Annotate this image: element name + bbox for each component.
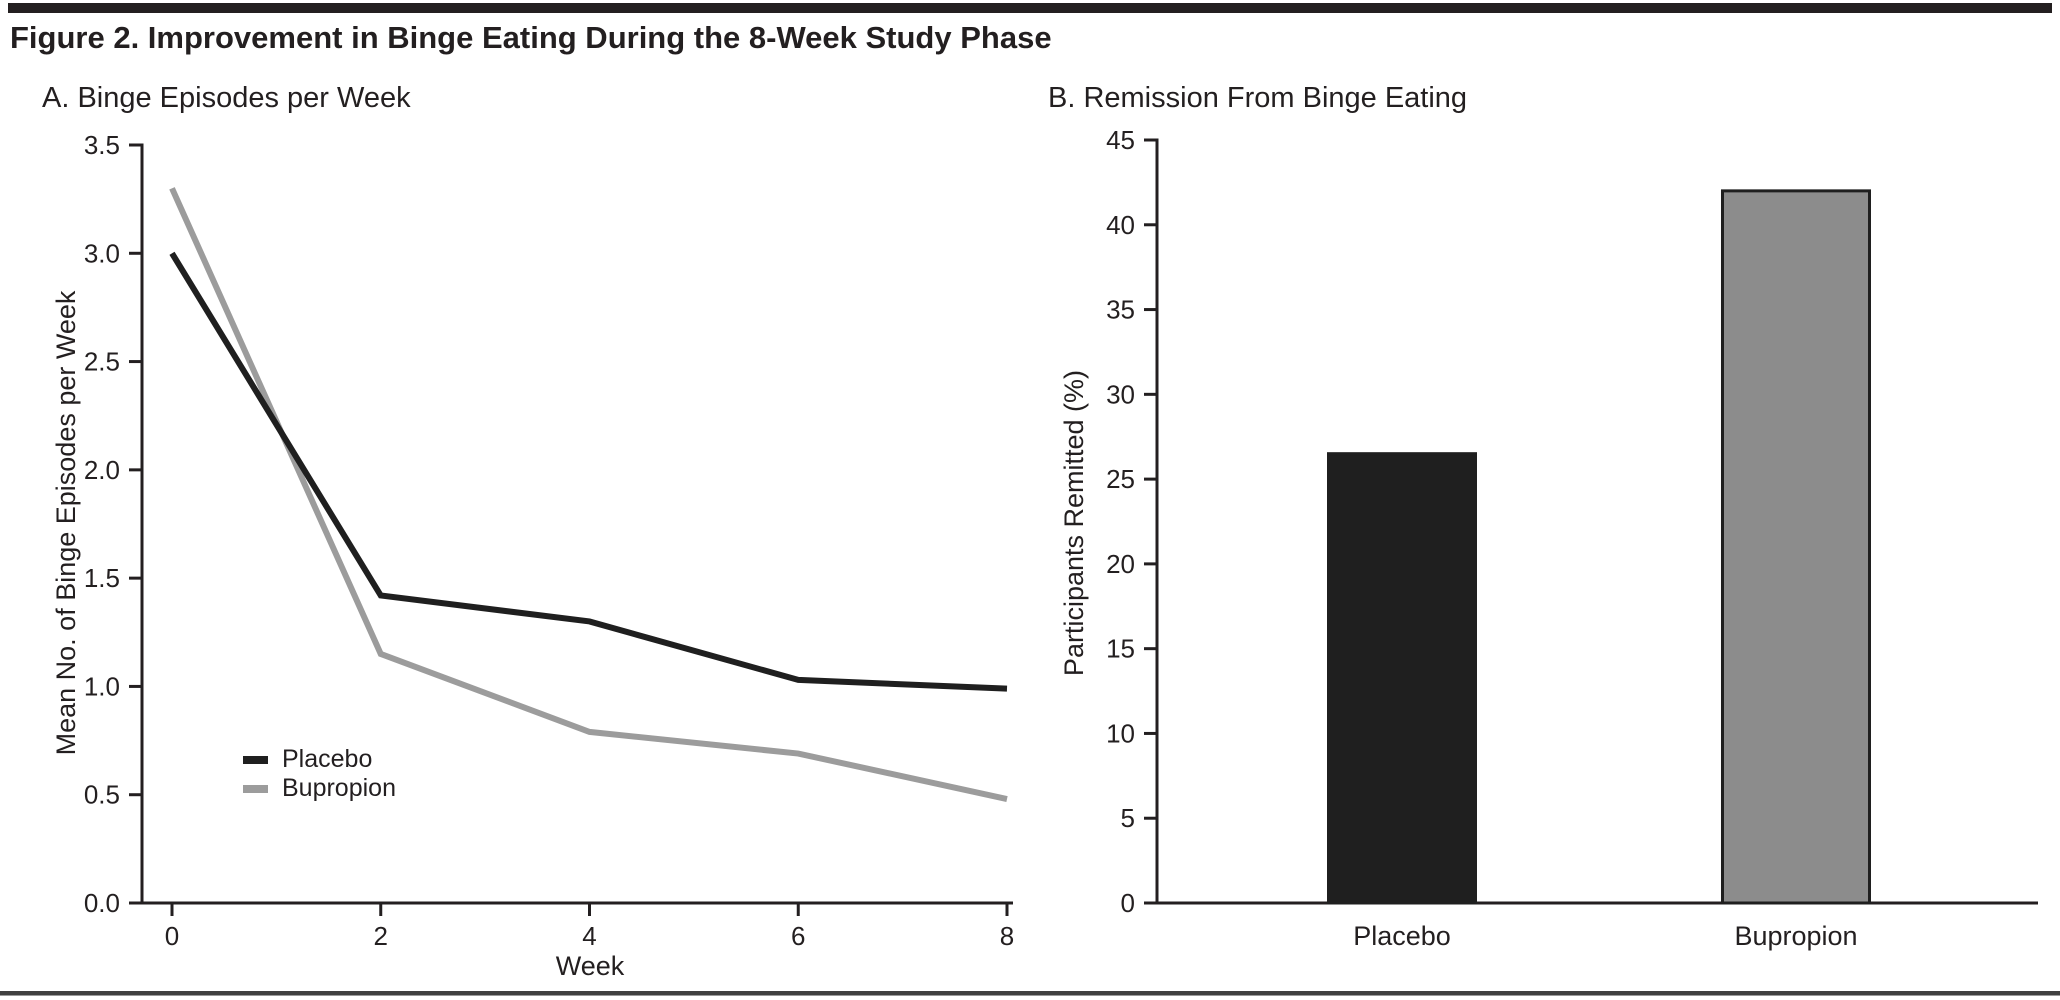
panel-b-y-tick-label: 20 bbox=[1106, 549, 1135, 579]
panel-a-title: A. Binge Episodes per Week bbox=[42, 82, 411, 114]
panel-a-x-tick-label: 2 bbox=[374, 921, 388, 951]
panel-b-category-label-placebo: Placebo bbox=[1353, 921, 1451, 951]
bupropion-line bbox=[169, 187, 1008, 802]
panel-b-y-tick-label: 45 bbox=[1106, 125, 1135, 155]
figure-title: Figure 2. Improvement in Binge Eating Du… bbox=[10, 20, 1052, 55]
bar-placebo bbox=[1327, 452, 1477, 905]
panel-b-y-tick-label: 25 bbox=[1106, 464, 1135, 494]
panel-b-y-tick-label: 30 bbox=[1106, 379, 1135, 409]
panel-a-lines bbox=[169, 187, 1008, 802]
panel-b-title: B. Remission From Binge Eating bbox=[1048, 82, 1468, 114]
panel-a-axes: 0.0 0.5 1.0 1.5 2.0 2.5 3.0 3.5 0 2 4 6 8 bbox=[84, 130, 1014, 951]
panel-b-y-tick-label: 15 bbox=[1106, 634, 1135, 664]
panel-b-y-tick-label: 10 bbox=[1106, 718, 1135, 748]
panel-a-y-tick-label: 2.0 bbox=[84, 455, 120, 485]
placebo-line bbox=[169, 251, 1008, 692]
panel-a-x-tick-label: 4 bbox=[582, 921, 596, 951]
panel-b-bars: Placebo Bupropion bbox=[1327, 189, 1871, 951]
panel-b-category-label-bupropion: Bupropion bbox=[1734, 921, 1857, 951]
placebo-line-swatch bbox=[243, 755, 268, 764]
panel-b-y-tick-label: 40 bbox=[1106, 210, 1135, 240]
legend-item-bupropion: Bupropion bbox=[243, 776, 396, 801]
panel-a-x-tick-label: 8 bbox=[1000, 921, 1014, 951]
panel-a-y-tick-label: 2.5 bbox=[84, 347, 120, 377]
bar-bupropion bbox=[1721, 189, 1871, 905]
legend-label-placebo: Placebo bbox=[282, 745, 373, 773]
legend-label-bupropion: Bupropion bbox=[282, 774, 396, 802]
panel-a-y-tick-label: 3.0 bbox=[84, 238, 120, 268]
panel-b-y-axis-label: Participants Remitted (%) bbox=[1059, 370, 1089, 676]
panel-a-y-tick-label: 3.5 bbox=[84, 130, 120, 160]
panel-a-x-tick-label: 0 bbox=[165, 921, 179, 951]
top-rule bbox=[8, 3, 2052, 13]
panel-a-y-tick-label: 1.0 bbox=[84, 671, 120, 701]
panel-a-y-tick-label: 1.5 bbox=[84, 563, 120, 593]
panel-b-y-tick-label: 0 bbox=[1121, 888, 1135, 918]
panel-a-y-tick-label: 0.0 bbox=[84, 888, 120, 918]
panel-a-y-axis-label: Mean No. of Binge Episodes per Week bbox=[51, 290, 81, 755]
panel-a-x-axis-label: Week bbox=[556, 951, 625, 981]
panel-b-y-tick-label: 5 bbox=[1121, 803, 1135, 833]
panel-a-y-tick-label: 0.5 bbox=[84, 780, 120, 810]
panel-b-y-tick-label: 35 bbox=[1106, 295, 1135, 325]
panel-a-x-tick-label: 6 bbox=[791, 921, 805, 951]
panel-a-legend: Placebo Bupropion bbox=[243, 747, 396, 801]
bupropion-line-swatch bbox=[243, 784, 268, 793]
legend-item-placebo: Placebo bbox=[243, 747, 396, 772]
panel-b-axes: 0 5 10 15 20 25 30 35 40 45 bbox=[1106, 125, 2038, 918]
bottom-rule bbox=[0, 991, 2060, 996]
